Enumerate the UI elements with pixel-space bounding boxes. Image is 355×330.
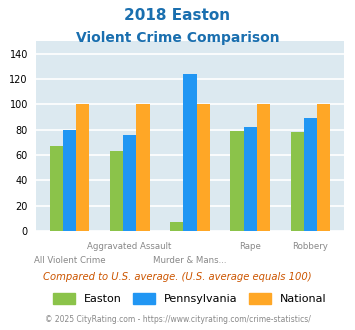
Bar: [244, 127, 257, 231]
Bar: [290, 132, 304, 231]
Text: Murder & Mans...: Murder & Mans...: [153, 256, 227, 265]
Bar: [317, 105, 330, 231]
Text: Violent Crime Comparison: Violent Crime Comparison: [76, 31, 279, 45]
Legend: Easton, Pennsylvania, National: Easton, Pennsylvania, National: [49, 289, 331, 309]
Text: Aggravated Assault: Aggravated Assault: [87, 242, 172, 251]
Bar: [76, 105, 89, 231]
Text: 2018 Easton: 2018 Easton: [125, 8, 230, 23]
Bar: [136, 105, 149, 231]
Bar: [50, 146, 63, 231]
Bar: [183, 74, 197, 231]
Text: Compared to U.S. average. (U.S. average equals 100): Compared to U.S. average. (U.S. average …: [43, 272, 312, 282]
Text: Robbery: Robbery: [293, 242, 328, 251]
Bar: [170, 222, 183, 231]
Text: All Violent Crime: All Violent Crime: [34, 256, 105, 265]
Text: © 2025 CityRating.com - https://www.cityrating.com/crime-statistics/: © 2025 CityRating.com - https://www.city…: [45, 315, 310, 324]
Bar: [110, 151, 123, 231]
Bar: [257, 105, 270, 231]
Bar: [230, 131, 244, 231]
Bar: [304, 118, 317, 231]
Bar: [63, 130, 76, 231]
Bar: [123, 135, 136, 231]
Bar: [197, 105, 210, 231]
Text: Rape: Rape: [239, 242, 261, 251]
